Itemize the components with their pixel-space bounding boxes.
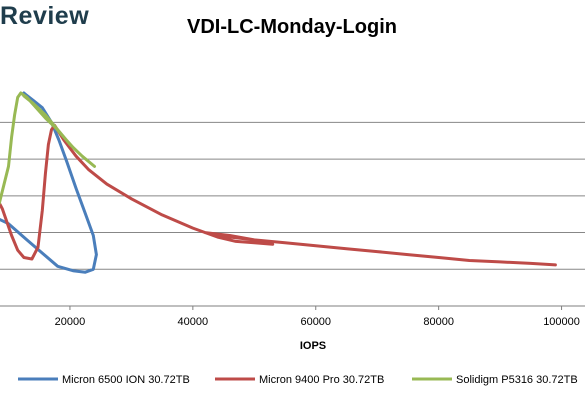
series-line-2 — [0, 91, 96, 205]
x-tick-label-1: 40000 — [178, 316, 209, 328]
brand-logo: Review — [0, 2, 90, 30]
x-tick-label-2: 60000 — [300, 316, 331, 328]
x-tick-label-3: 80000 — [423, 316, 454, 328]
series-line-0 — [0, 91, 98, 274]
legend-label-2: Solidigm P5316 30.72TB — [456, 374, 578, 386]
chart-title: VDI-LC-Monday-Login — [187, 16, 397, 38]
x-tick-label-0: 20000 — [55, 316, 86, 328]
x-tick-labels: 20000 40000 60000 80000 100000 — [55, 306, 580, 328]
legend-label-1: Micron 9400 Pro 30.72TB — [259, 374, 384, 386]
x-axis-label: IOPS — [300, 340, 326, 352]
series-line-1 — [0, 123, 557, 267]
x-tick-label-4: 100000 — [543, 316, 580, 328]
legend: Micron 6500 ION 30.72TB Micron 9400 Pro 3… — [18, 374, 578, 386]
gridlines — [0, 121, 585, 270]
legend-label-0: Micron 6500 ION 30.72TB — [62, 374, 190, 386]
series-lines — [0, 91, 557, 274]
